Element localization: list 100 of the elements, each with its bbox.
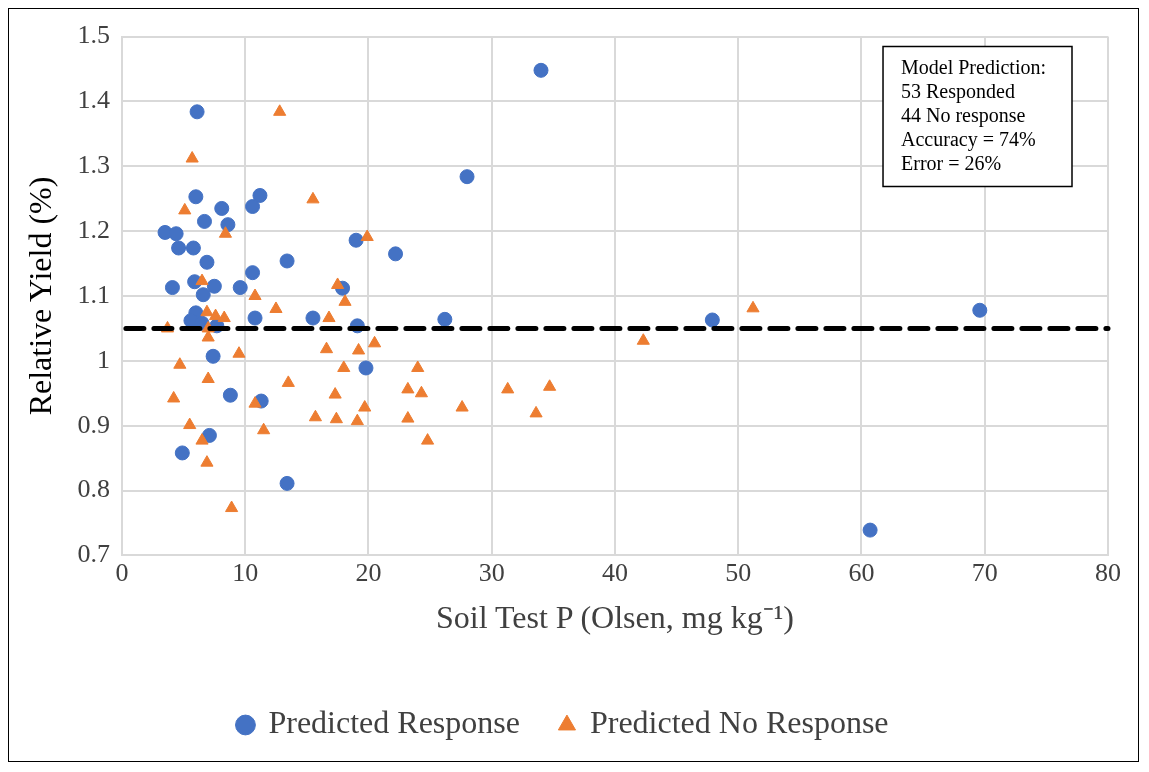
point <box>189 104 205 120</box>
point <box>206 278 222 294</box>
annotation: 44 No response <box>901 103 1026 127</box>
point <box>459 169 475 185</box>
point <box>245 199 261 215</box>
point <box>308 409 322 422</box>
point <box>348 232 364 248</box>
point <box>183 417 197 430</box>
point <box>360 229 374 241</box>
point <box>178 202 192 215</box>
point <box>543 379 557 391</box>
x-tick-label: 20 <box>355 557 382 587</box>
point <box>358 360 374 376</box>
point <box>421 433 435 445</box>
point <box>217 310 231 323</box>
point <box>222 387 238 403</box>
y-tick-label: 1.4 <box>77 85 110 115</box>
point <box>164 280 180 296</box>
point <box>188 189 204 205</box>
point <box>281 375 295 387</box>
legend-label: Predicted No Response <box>589 704 889 741</box>
point <box>195 433 209 445</box>
point <box>350 413 364 426</box>
point <box>167 390 181 403</box>
point <box>331 277 345 289</box>
point <box>704 312 720 328</box>
point <box>245 265 261 281</box>
point <box>437 311 453 327</box>
point <box>401 381 415 394</box>
point <box>636 333 650 345</box>
point <box>533 62 549 78</box>
annotation: Error = 26% <box>901 151 1002 174</box>
point <box>501 381 515 394</box>
point <box>209 308 223 321</box>
point <box>388 246 404 262</box>
point <box>401 411 415 423</box>
point <box>232 280 248 296</box>
point <box>200 455 214 467</box>
point <box>248 396 262 408</box>
y-tick-label: 0.7 <box>77 539 110 569</box>
x-tick-label: 80 <box>1095 557 1121 587</box>
point <box>200 304 214 317</box>
x-tick-label: 0 <box>115 557 129 587</box>
annotation: Model Prediction: <box>901 55 1046 78</box>
point <box>195 287 211 303</box>
point <box>199 254 215 270</box>
point <box>252 187 268 203</box>
legend-label: Predicted Response <box>268 704 520 741</box>
x-tick-label: 10 <box>232 557 259 587</box>
point <box>269 301 283 313</box>
point <box>352 342 366 355</box>
point <box>185 240 201 256</box>
point <box>328 387 342 399</box>
point <box>337 360 351 372</box>
point <box>214 200 230 216</box>
y-axis-title: Relative Yield (%) <box>21 176 58 416</box>
point <box>319 341 334 354</box>
point <box>368 335 382 348</box>
point <box>414 385 428 398</box>
point <box>279 475 295 491</box>
point <box>232 346 246 358</box>
y-tick-label: 1.1 <box>77 279 110 309</box>
y-tick-label: 0.8 <box>77 474 110 504</box>
point <box>201 330 215 342</box>
point <box>358 400 372 412</box>
point <box>225 500 239 513</box>
point <box>305 310 321 326</box>
x-tick-label: 60 <box>848 557 875 587</box>
point <box>257 422 271 435</box>
point <box>746 300 760 313</box>
y-tick-label: 1.3 <box>77 150 110 180</box>
point <box>529 405 543 418</box>
point <box>329 411 343 424</box>
y-tick-label: 1 <box>96 344 110 374</box>
point <box>972 302 988 318</box>
x-tick-label: 50 <box>725 557 752 587</box>
point <box>279 253 295 269</box>
point <box>171 240 187 256</box>
point <box>196 213 212 229</box>
x-tick-label: 40 <box>601 557 628 587</box>
y-tick-label: 1.2 <box>77 214 110 244</box>
point <box>306 191 320 204</box>
point <box>248 288 262 300</box>
point <box>201 371 215 384</box>
point <box>174 445 190 461</box>
point <box>173 357 187 369</box>
x-tick-label: 30 <box>478 557 505 587</box>
point <box>322 310 336 323</box>
x-axis-title: Soil Test P (Olsen, mg kg⁻¹) <box>435 599 794 636</box>
point <box>338 294 352 306</box>
annotation: 53 Responded <box>901 79 1015 103</box>
y-tick-label: 1.5 <box>77 20 110 50</box>
y-tick-label: 0.9 <box>77 409 110 439</box>
point <box>205 348 221 364</box>
point <box>185 151 199 163</box>
point <box>218 226 232 238</box>
point <box>455 400 469 412</box>
annotation: Accuracy = 74% <box>901 127 1036 151</box>
point <box>247 310 263 326</box>
point <box>273 104 287 116</box>
